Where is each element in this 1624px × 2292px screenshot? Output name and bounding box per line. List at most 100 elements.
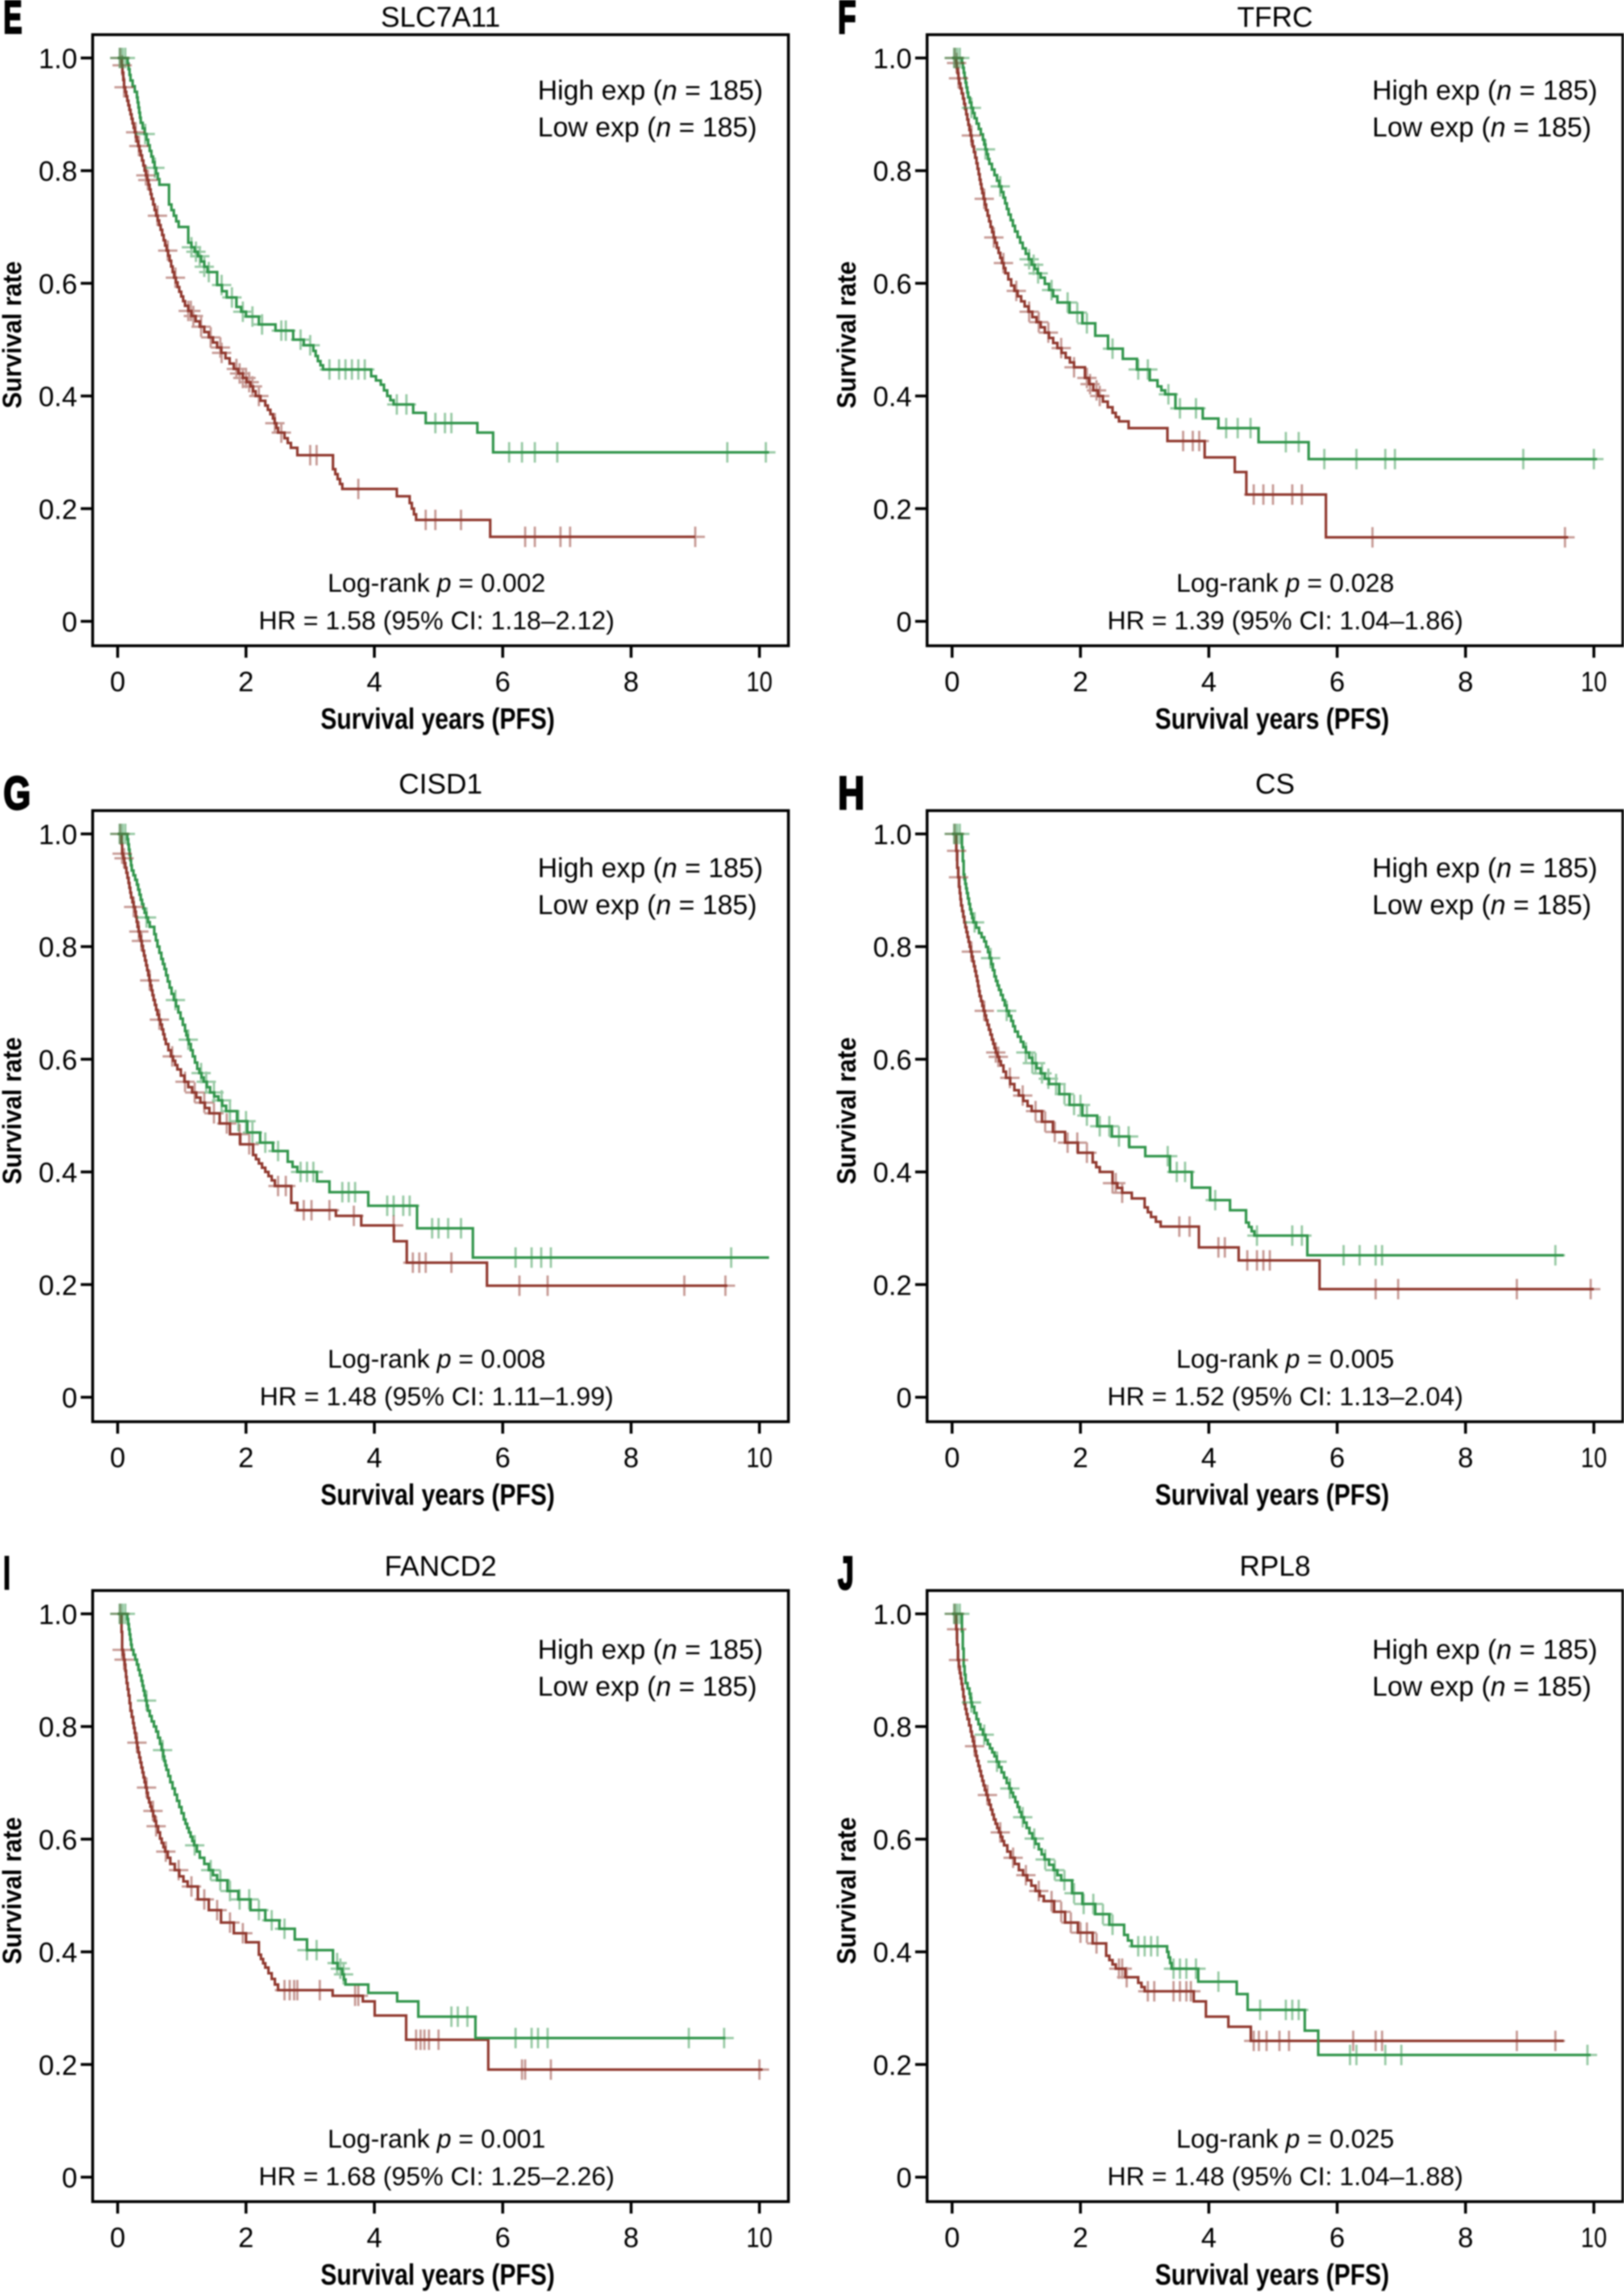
svg-text:Low exp (n = 185): Low exp (n = 185) bbox=[538, 1672, 757, 1702]
svg-text:0.2: 0.2 bbox=[39, 2050, 77, 2081]
svg-text:2: 2 bbox=[1073, 2223, 1088, 2253]
svg-text:J: J bbox=[838, 1547, 854, 1599]
svg-text:0.4: 0.4 bbox=[873, 1938, 912, 1969]
svg-text:Log-rank p = 0.025: Log-rank p = 0.025 bbox=[1176, 2124, 1394, 2153]
svg-text:Log-rank p = 0.005: Log-rank p = 0.005 bbox=[1176, 1344, 1394, 1373]
svg-text:Log-rank p = 0.001: Log-rank p = 0.001 bbox=[327, 2124, 545, 2153]
svg-text:4: 4 bbox=[1201, 667, 1216, 697]
svg-text:High exp (n = 185): High exp (n = 185) bbox=[1372, 853, 1597, 883]
svg-text:CS: CS bbox=[1255, 768, 1294, 800]
svg-text:2: 2 bbox=[238, 667, 254, 697]
svg-text:Survival rate: Survival rate bbox=[0, 1817, 27, 1965]
svg-text:CISD1: CISD1 bbox=[398, 768, 482, 800]
svg-text:8: 8 bbox=[624, 1443, 639, 1473]
svg-text:0: 0 bbox=[896, 1383, 912, 1414]
svg-text:0.8: 0.8 bbox=[873, 156, 912, 187]
svg-text:1.0: 1.0 bbox=[873, 1600, 912, 1630]
svg-text:0.6: 0.6 bbox=[873, 1045, 912, 1076]
svg-text:1.0: 1.0 bbox=[39, 44, 77, 74]
svg-text:2: 2 bbox=[1073, 1443, 1088, 1473]
svg-text:HR = 1.68 (95% CI: 1.25–2.26): HR = 1.68 (95% CI: 1.25–2.26) bbox=[259, 2162, 614, 2191]
svg-text:8: 8 bbox=[1458, 667, 1473, 697]
svg-text:6: 6 bbox=[1330, 667, 1345, 697]
svg-text:0.6: 0.6 bbox=[39, 1825, 77, 1855]
svg-text:0.8: 0.8 bbox=[39, 1712, 77, 1743]
svg-text:10: 10 bbox=[1581, 1443, 1607, 1473]
svg-text:0: 0 bbox=[944, 2223, 960, 2253]
svg-text:High exp (n = 185): High exp (n = 185) bbox=[1372, 1635, 1597, 1665]
svg-text:6: 6 bbox=[1330, 2223, 1345, 2253]
svg-text:Low exp (n = 185): Low exp (n = 185) bbox=[538, 890, 757, 920]
svg-text:High exp (n = 185): High exp (n = 185) bbox=[1372, 76, 1597, 106]
svg-text:0.2: 0.2 bbox=[873, 2050, 912, 2081]
svg-text:4: 4 bbox=[367, 1443, 382, 1473]
svg-text:Low exp (n = 185): Low exp (n = 185) bbox=[1372, 890, 1592, 920]
svg-text:0: 0 bbox=[944, 1443, 960, 1473]
svg-text:0: 0 bbox=[110, 2223, 125, 2253]
svg-text:Survival years (PFS): Survival years (PFS) bbox=[1155, 2258, 1389, 2291]
svg-text:0.2: 0.2 bbox=[39, 1270, 77, 1301]
svg-text:F: F bbox=[838, 0, 856, 43]
svg-text:0: 0 bbox=[110, 667, 125, 697]
svg-text:Survival rate: Survival rate bbox=[0, 261, 27, 409]
svg-text:0: 0 bbox=[62, 1383, 77, 1414]
svg-text:G: G bbox=[3, 767, 31, 819]
svg-text:10: 10 bbox=[746, 1443, 772, 1473]
svg-text:2: 2 bbox=[1073, 667, 1088, 697]
svg-text:0: 0 bbox=[110, 1443, 125, 1473]
svg-text:High exp (n = 185): High exp (n = 185) bbox=[538, 853, 763, 883]
svg-text:0.2: 0.2 bbox=[873, 1270, 912, 1301]
svg-text:0.6: 0.6 bbox=[873, 1825, 912, 1855]
svg-text:6: 6 bbox=[1330, 1443, 1345, 1473]
svg-text:0: 0 bbox=[896, 2163, 912, 2194]
svg-text:0.8: 0.8 bbox=[39, 932, 77, 963]
svg-text:6: 6 bbox=[495, 1443, 510, 1473]
svg-text:Low exp (n = 185): Low exp (n = 185) bbox=[1372, 113, 1592, 143]
svg-text:High exp (n = 185): High exp (n = 185) bbox=[538, 1635, 763, 1665]
svg-text:6: 6 bbox=[495, 2223, 510, 2253]
svg-text:HR = 1.52 (95% CI: 1.13–2.04): HR = 1.52 (95% CI: 1.13–2.04) bbox=[1107, 1382, 1463, 1411]
svg-text:Low exp (n = 185): Low exp (n = 185) bbox=[538, 113, 757, 143]
svg-text:RPL8: RPL8 bbox=[1239, 1550, 1310, 1582]
svg-text:Survival years (PFS): Survival years (PFS) bbox=[1155, 1479, 1389, 1512]
svg-text:High exp (n = 185): High exp (n = 185) bbox=[538, 76, 763, 106]
svg-text:Log-rank p = 0.008: Log-rank p = 0.008 bbox=[327, 1344, 545, 1373]
svg-text:Survival rate: Survival rate bbox=[832, 1817, 861, 1965]
svg-text:0.2: 0.2 bbox=[39, 495, 77, 525]
svg-text:Survival rate: Survival rate bbox=[832, 1037, 861, 1185]
svg-text:10: 10 bbox=[1581, 667, 1607, 697]
svg-text:E: E bbox=[3, 0, 22, 43]
svg-text:HR = 1.58 (95% CI: 1.18–2.12): HR = 1.58 (95% CI: 1.18–2.12) bbox=[259, 606, 614, 635]
svg-text:Survival rate: Survival rate bbox=[832, 261, 861, 409]
svg-text:1.0: 1.0 bbox=[873, 820, 912, 850]
svg-text:1.0: 1.0 bbox=[39, 1600, 77, 1630]
svg-text:8: 8 bbox=[624, 667, 639, 697]
svg-text:Log-rank p = 0.002: Log-rank p = 0.002 bbox=[327, 568, 545, 597]
svg-text:8: 8 bbox=[624, 2223, 639, 2253]
svg-text:0.4: 0.4 bbox=[39, 1938, 77, 1969]
svg-text:8: 8 bbox=[1458, 2223, 1473, 2253]
svg-text:0.6: 0.6 bbox=[873, 269, 912, 300]
svg-text:0: 0 bbox=[944, 667, 960, 697]
svg-text:4: 4 bbox=[367, 2223, 382, 2253]
svg-text:6: 6 bbox=[495, 667, 510, 697]
svg-text:0.4: 0.4 bbox=[39, 1158, 77, 1189]
svg-text:1.0: 1.0 bbox=[873, 44, 912, 74]
svg-text:0.6: 0.6 bbox=[39, 269, 77, 300]
svg-text:Survival years (PFS): Survival years (PFS) bbox=[321, 2258, 555, 2291]
svg-text:0: 0 bbox=[62, 607, 77, 638]
svg-text:TFRC: TFRC bbox=[1237, 1, 1313, 33]
svg-text:SLC7A11: SLC7A11 bbox=[381, 1, 500, 33]
svg-text:2: 2 bbox=[238, 1443, 254, 1473]
svg-text:10: 10 bbox=[746, 2223, 772, 2253]
svg-text:1.0: 1.0 bbox=[39, 820, 77, 850]
svg-text:0.8: 0.8 bbox=[39, 156, 77, 187]
svg-text:Survival rate: Survival rate bbox=[0, 1037, 27, 1185]
svg-text:4: 4 bbox=[367, 667, 382, 697]
svg-text:0.2: 0.2 bbox=[873, 495, 912, 525]
svg-text:I: I bbox=[3, 1547, 10, 1599]
svg-text:Survival years (PFS): Survival years (PFS) bbox=[1155, 703, 1389, 736]
svg-text:HR = 1.48 (95% CI: 1.11–1.99): HR = 1.48 (95% CI: 1.11–1.99) bbox=[260, 1382, 614, 1411]
svg-text:0.6: 0.6 bbox=[39, 1045, 77, 1076]
svg-text:Log-rank p = 0.028: Log-rank p = 0.028 bbox=[1176, 568, 1394, 597]
